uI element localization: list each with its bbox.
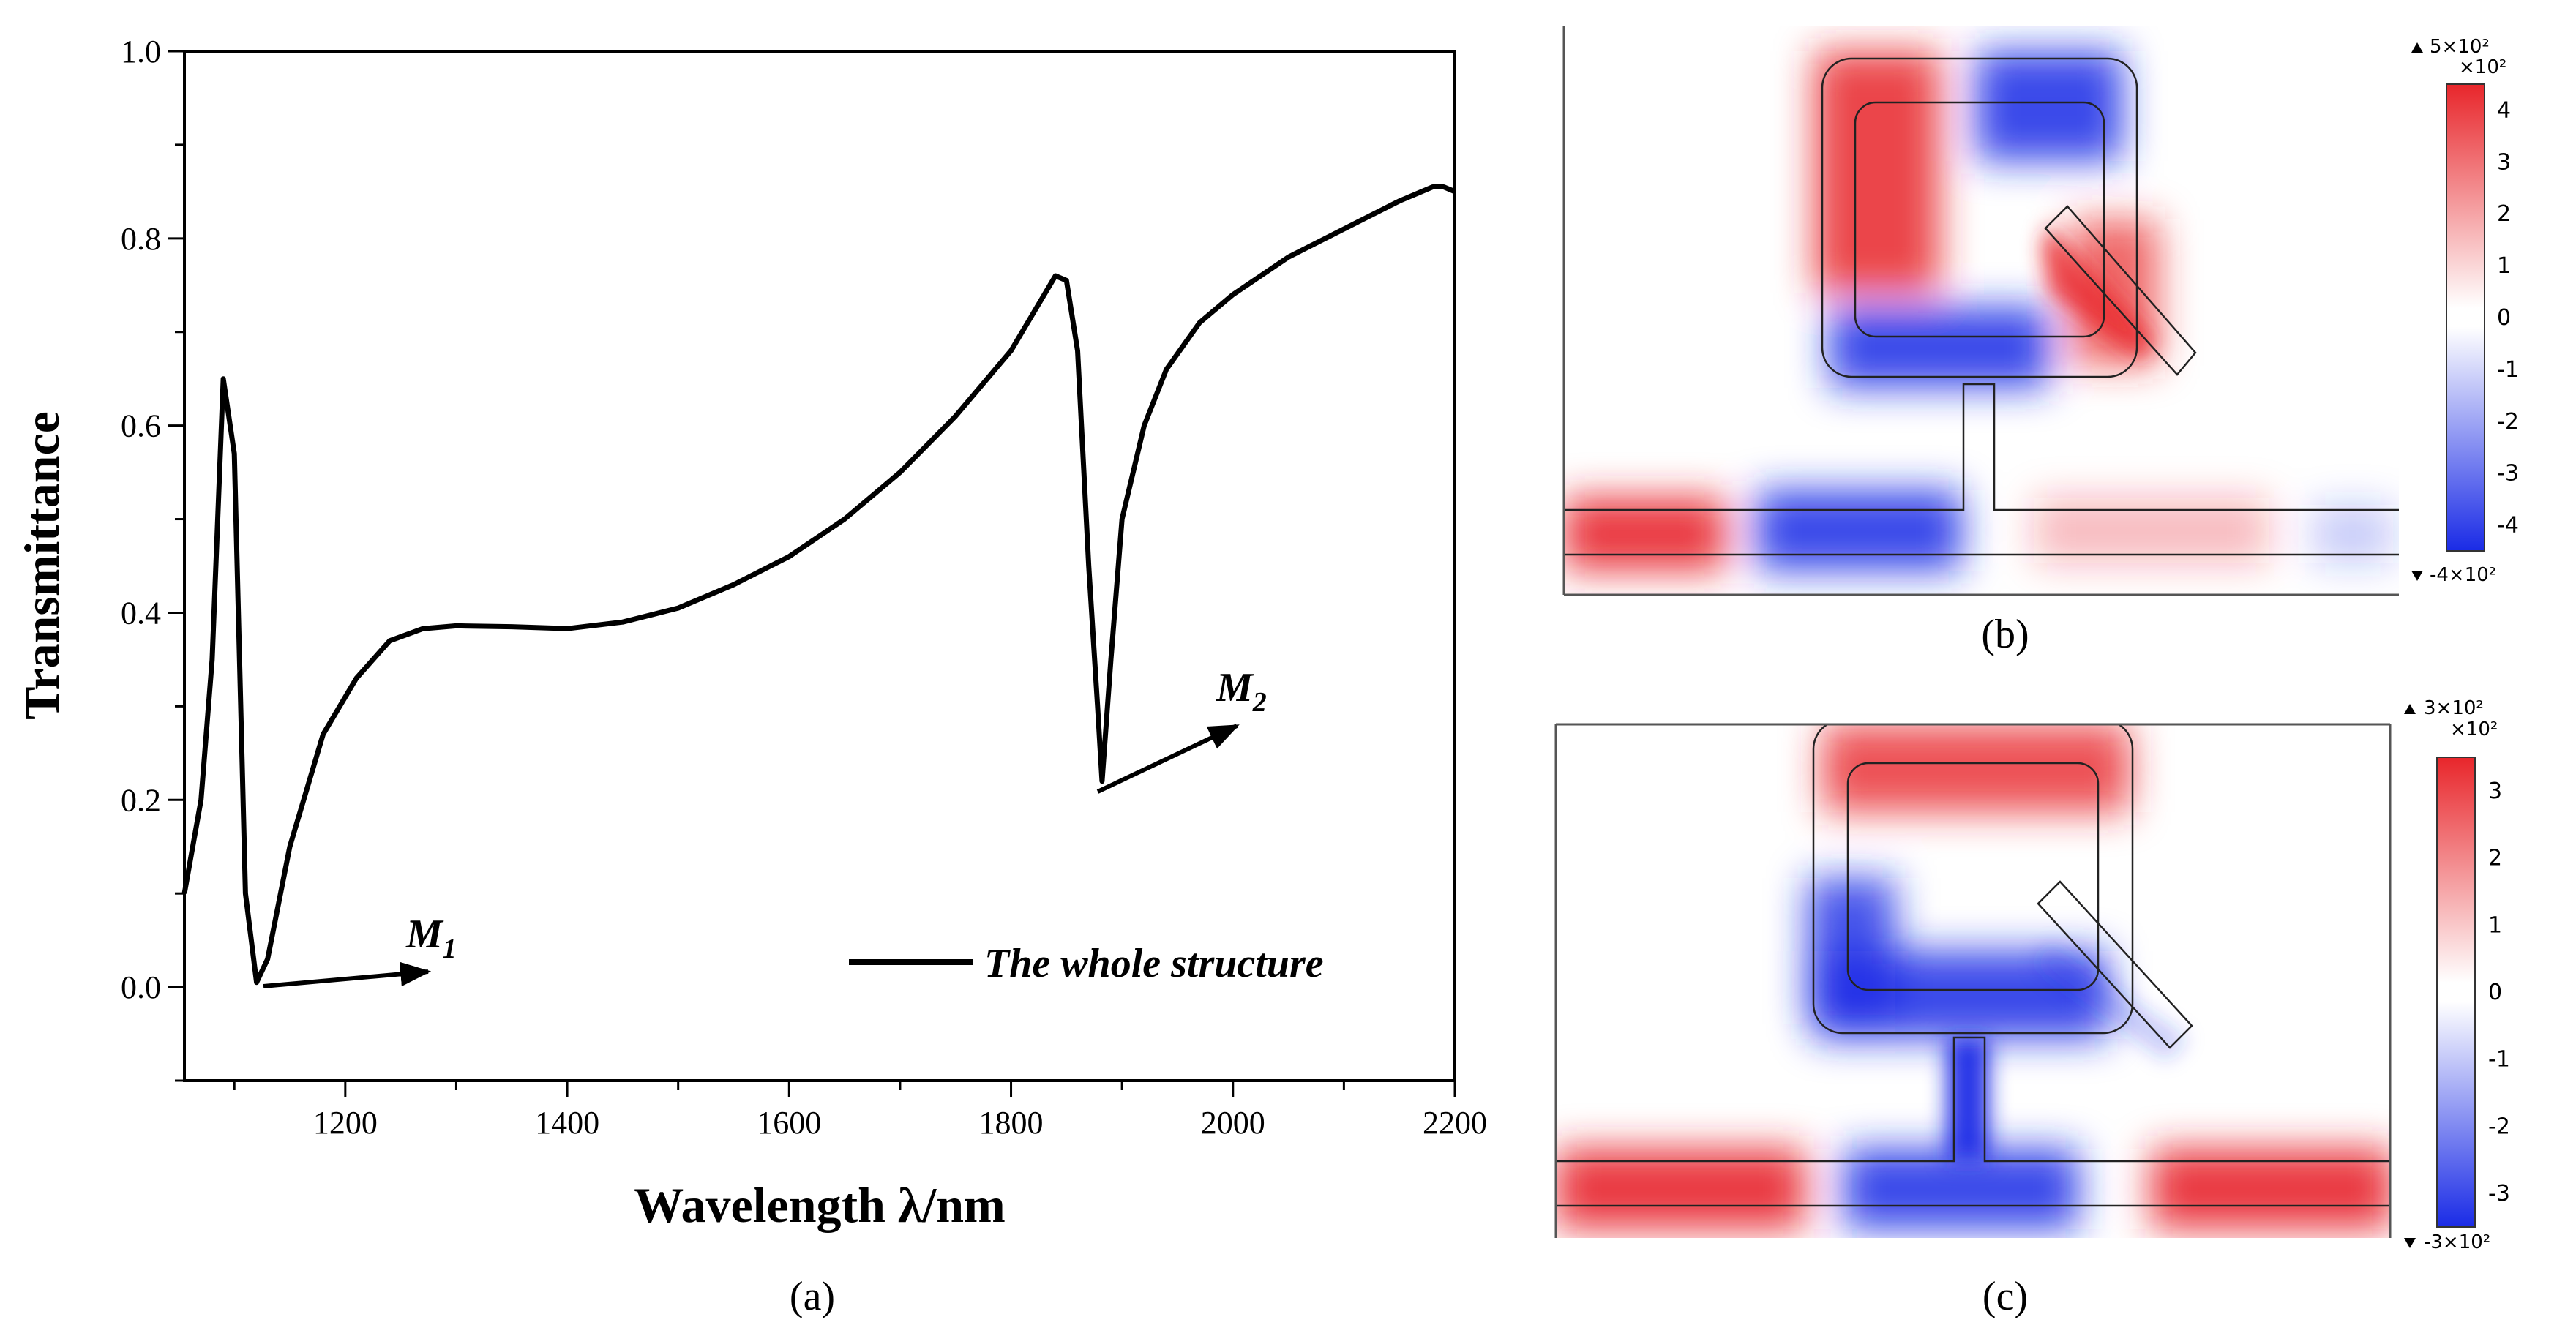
x-axis-ticks: 1200 1400 1600 1800 2000 2200	[233, 1081, 1487, 1141]
x-tick-label: 1800	[979, 1105, 1044, 1141]
colorbar-b-max-arrow-icon	[2411, 42, 2423, 53]
colorbar-tick-label: -1	[2497, 357, 2519, 383]
field-map-c-heat	[1556, 724, 2390, 1229]
panel-label-a: (a)	[790, 1274, 835, 1319]
series-line	[181, 184, 1456, 986]
colorbar-c-max: 3×10²	[2424, 697, 2484, 719]
colorbar-tick-label: 4	[2497, 97, 2511, 123]
colorbar-tick-label: 1	[2497, 253, 2511, 279]
colorbar-c: 3×10² ×10² -3×10² 3 2 1 0 -1 -2 -3	[2404, 697, 2510, 1253]
plot-frame	[183, 50, 1456, 1082]
m2-arrow	[1096, 724, 1240, 794]
y-tick-label: 0.4	[121, 595, 161, 631]
m1-arrow	[263, 961, 432, 988]
m2-label: M2	[1216, 665, 1267, 718]
y-tick-label: 1.0	[121, 34, 161, 70]
y-tick-label: 0.2	[121, 782, 161, 818]
x-tick-label: 1200	[313, 1105, 378, 1141]
x-tick-label: 1600	[757, 1105, 821, 1141]
colorbar-tick-label: 0	[2488, 980, 2502, 1005]
field-map-b-heat	[1564, 51, 2399, 571]
colorbar-b-max: 5×10²	[2430, 36, 2490, 58]
colorbar-c-exponent: ×10²	[2450, 718, 2498, 740]
y-tick-label: 0.0	[121, 969, 161, 1005]
x-tick-label: 2000	[1201, 1105, 1265, 1141]
colorbar-tick-label: 2	[2488, 846, 2502, 871]
colorbar-c-min-arrow-icon	[2404, 1238, 2416, 1248]
x-tick-label: 1400	[535, 1105, 599, 1141]
colorbar-b-min: -4×10²	[2430, 564, 2496, 586]
legend: The whole structure	[849, 941, 1324, 986]
annotation-m2: M2	[1096, 665, 1267, 794]
colorbar-tick-label: 1	[2488, 912, 2502, 938]
colorbar-tick-label: 3	[2497, 149, 2511, 175]
colorbar-c-gradient	[2436, 757, 2476, 1228]
panel-label-c: (c)	[1982, 1274, 2028, 1319]
colorbar-tick-label: -2	[2488, 1114, 2510, 1139]
colorbar-tick-label: -3	[2497, 461, 2519, 487]
colorbar-b-ticks: 4 3 2 1 0 -1 -2 -3 -4	[2497, 97, 2519, 538]
annotation-m1: M1	[263, 912, 457, 988]
m1-label: M1	[405, 912, 457, 964]
colorbar-tick-label: -3	[2488, 1181, 2510, 1206]
y-tick-label: 0.6	[121, 408, 161, 444]
colorbar-tick-label: 0	[2497, 305, 2511, 331]
transmittance-chart: 1200 1400 1600 1800 2000 2200 0.0 0.2 0.4 0.6 0.8…	[14, 34, 1487, 1319]
x-axis-title: Wavelength λ/nm	[634, 1177, 1006, 1233]
colorbar-tick-label: -2	[2497, 409, 2519, 435]
legend-label: The whole structure	[984, 941, 1324, 986]
series-layer	[181, 184, 1456, 986]
y-axis-title: Transmittance	[14, 411, 70, 720]
colorbar-c-ticks: 3 2 1 0 -1 -2 -3	[2488, 778, 2510, 1206]
colorbar-c-max-arrow-icon	[2404, 704, 2416, 714]
colorbar-b: 5×10² ×10² -4×10² 4 3 2 1 0 -1 -2 -3 -4	[2411, 36, 2519, 586]
colorbar-b-gradient	[2446, 83, 2485, 552]
colorbar-tick-label: -1	[2488, 1047, 2510, 1073]
colorbar-tick-label: 2	[2497, 201, 2511, 227]
colorbar-b-exponent: ×10²	[2459, 56, 2506, 78]
colorbar-tick-label: -4	[2497, 513, 2519, 538]
field-map-b: 5×10² ×10² -4×10² 4 3 2 1 0 -1 -2 -3 -4 (b)	[1562, 26, 2519, 657]
colorbar-b-min-arrow-icon	[2411, 571, 2423, 581]
panel-label-b: (b)	[1981, 612, 2029, 657]
field-map-c: 3×10² ×10² -3×10² 3 2 1 0 -1 -2 -3 (c)	[1554, 697, 2510, 1319]
x-tick-label: 2200	[1423, 1105, 1487, 1141]
colorbar-tick-label: 3	[2488, 778, 2502, 804]
y-axis-ticks: 0.0 0.2 0.4 0.6 0.8 1.0	[121, 34, 184, 1082]
colorbar-c-min: -3×10²	[2424, 1231, 2490, 1253]
y-tick-label: 0.8	[121, 221, 161, 257]
